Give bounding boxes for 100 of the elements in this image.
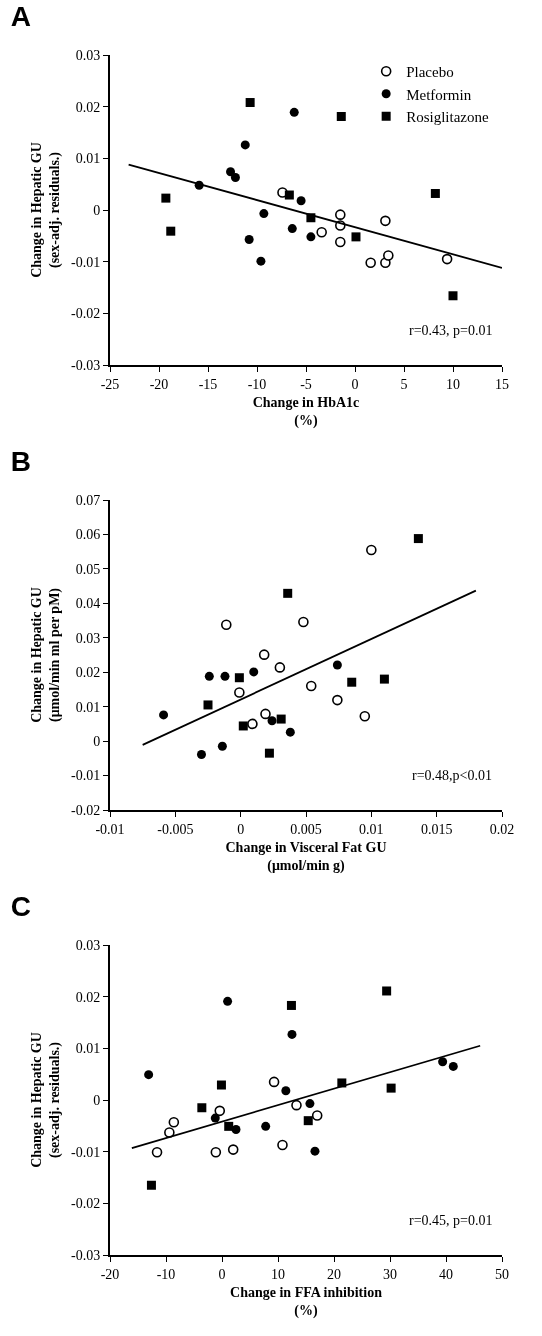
point — [359, 711, 371, 722]
y-tick-label: 0 — [93, 734, 101, 750]
x-tick-label: 0 — [218, 1266, 226, 1282]
y-axis-title: Change in Hepatic GU (μmol/min ml per pM) — [28, 587, 64, 723]
point — [365, 257, 376, 268]
point — [413, 534, 423, 544]
point — [281, 1086, 291, 1096]
y-tick-label: 0.02 — [75, 989, 101, 1005]
point — [335, 236, 346, 248]
point — [144, 1070, 154, 1080]
point — [441, 253, 453, 265]
annotation: r=0.43, p=0.01 — [409, 323, 493, 338]
point — [166, 226, 176, 236]
point — [259, 209, 269, 219]
x-tick-label: -20 — [149, 376, 169, 392]
chart-title: C — [10, 891, 32, 923]
point — [244, 234, 254, 244]
point — [383, 250, 394, 261]
point — [216, 1080, 226, 1090]
point — [146, 1180, 156, 1190]
point — [386, 1083, 396, 1093]
y-tick-label: 0.01 — [75, 1041, 101, 1057]
point — [214, 1105, 226, 1117]
point — [238, 721, 248, 731]
point — [332, 694, 343, 706]
x-tick-label: 5 — [400, 376, 408, 392]
legend-label: Placebo — [406, 64, 454, 81]
legend-label: Metformin — [406, 86, 472, 103]
x-tick-label: -20 — [100, 1266, 120, 1282]
point — [305, 1099, 315, 1109]
y-tick-label: 0.03 — [75, 630, 101, 646]
y-tick-label: 0.01 — [75, 699, 101, 715]
x-tick-label: 50 — [495, 1266, 509, 1282]
point — [227, 1144, 239, 1155]
x-tick-label: -0.005 — [157, 821, 194, 837]
y-tick-label: -0.01 — [71, 1144, 101, 1160]
y-tick-label: -0.01 — [71, 768, 101, 784]
point — [296, 196, 306, 206]
point — [260, 708, 271, 720]
y-tick-label: -0.01 — [71, 254, 101, 270]
point — [448, 1061, 458, 1071]
point — [316, 226, 327, 238]
y-tick-label: 0.03 — [75, 47, 101, 63]
x-tick-label: 40 — [439, 1266, 453, 1282]
point — [285, 727, 295, 737]
y-tick-label: 0.02 — [75, 99, 101, 115]
y-tick-label: -0.02 — [71, 802, 101, 818]
point — [366, 544, 377, 556]
point — [159, 710, 169, 720]
y-tick-label: 0.05 — [75, 561, 101, 577]
point — [217, 741, 227, 751]
point — [161, 193, 171, 203]
point — [287, 224, 297, 234]
point — [210, 1113, 220, 1123]
point — [245, 98, 255, 108]
point — [336, 111, 346, 121]
point — [220, 619, 232, 630]
point — [286, 1000, 296, 1010]
point — [240, 140, 250, 150]
point — [249, 667, 259, 677]
x-tick-label: 30 — [383, 1266, 397, 1282]
point — [283, 588, 293, 598]
x-tick-label: -5 — [300, 376, 312, 392]
point — [261, 1121, 271, 1131]
point — [276, 714, 286, 724]
point — [196, 750, 206, 760]
point — [151, 1146, 163, 1158]
x-axis-title: Change in Visceral Fat GU (μmol/min g) — [225, 839, 387, 874]
point — [284, 190, 294, 200]
point — [226, 167, 236, 177]
y-tick-label: 0.07 — [75, 492, 101, 508]
point — [210, 1146, 222, 1158]
point — [347, 677, 357, 687]
chart-title: A — [10, 1, 32, 33]
point — [430, 188, 440, 198]
y-tick-label: 0.04 — [75, 596, 101, 612]
point — [247, 718, 258, 730]
point — [382, 986, 392, 996]
x-tick-label: 0.015 — [420, 821, 453, 837]
chart-title: B — [10, 446, 32, 478]
point — [234, 673, 244, 683]
y-tick-label: -0.03 — [71, 357, 101, 373]
x-tick-label: 10 — [271, 1266, 285, 1282]
point — [305, 680, 317, 692]
point — [287, 1029, 297, 1039]
point — [311, 1110, 323, 1121]
point — [223, 996, 233, 1006]
y-tick-label: -0.03 — [71, 1247, 101, 1263]
point — [268, 1076, 280, 1088]
point — [289, 107, 299, 117]
x-tick-label: -25 — [100, 376, 120, 392]
point — [298, 616, 309, 628]
point — [274, 662, 286, 673]
y-axis-title: Change in Hepatic GU (sex-adj. residuals.) — [28, 1032, 64, 1168]
x-tick-label: -10 — [247, 376, 267, 392]
point — [220, 671, 230, 681]
point — [351, 232, 361, 242]
point — [230, 172, 240, 182]
x-tick-label: 0.005 — [290, 821, 322, 837]
point — [306, 232, 316, 242]
